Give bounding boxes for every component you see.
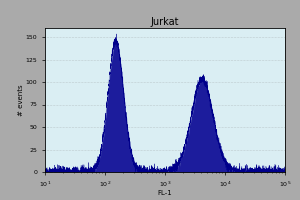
X-axis label: FL-1: FL-1	[158, 190, 172, 196]
Title: Jurkat: Jurkat	[151, 17, 179, 27]
Y-axis label: # events: # events	[18, 84, 24, 116]
